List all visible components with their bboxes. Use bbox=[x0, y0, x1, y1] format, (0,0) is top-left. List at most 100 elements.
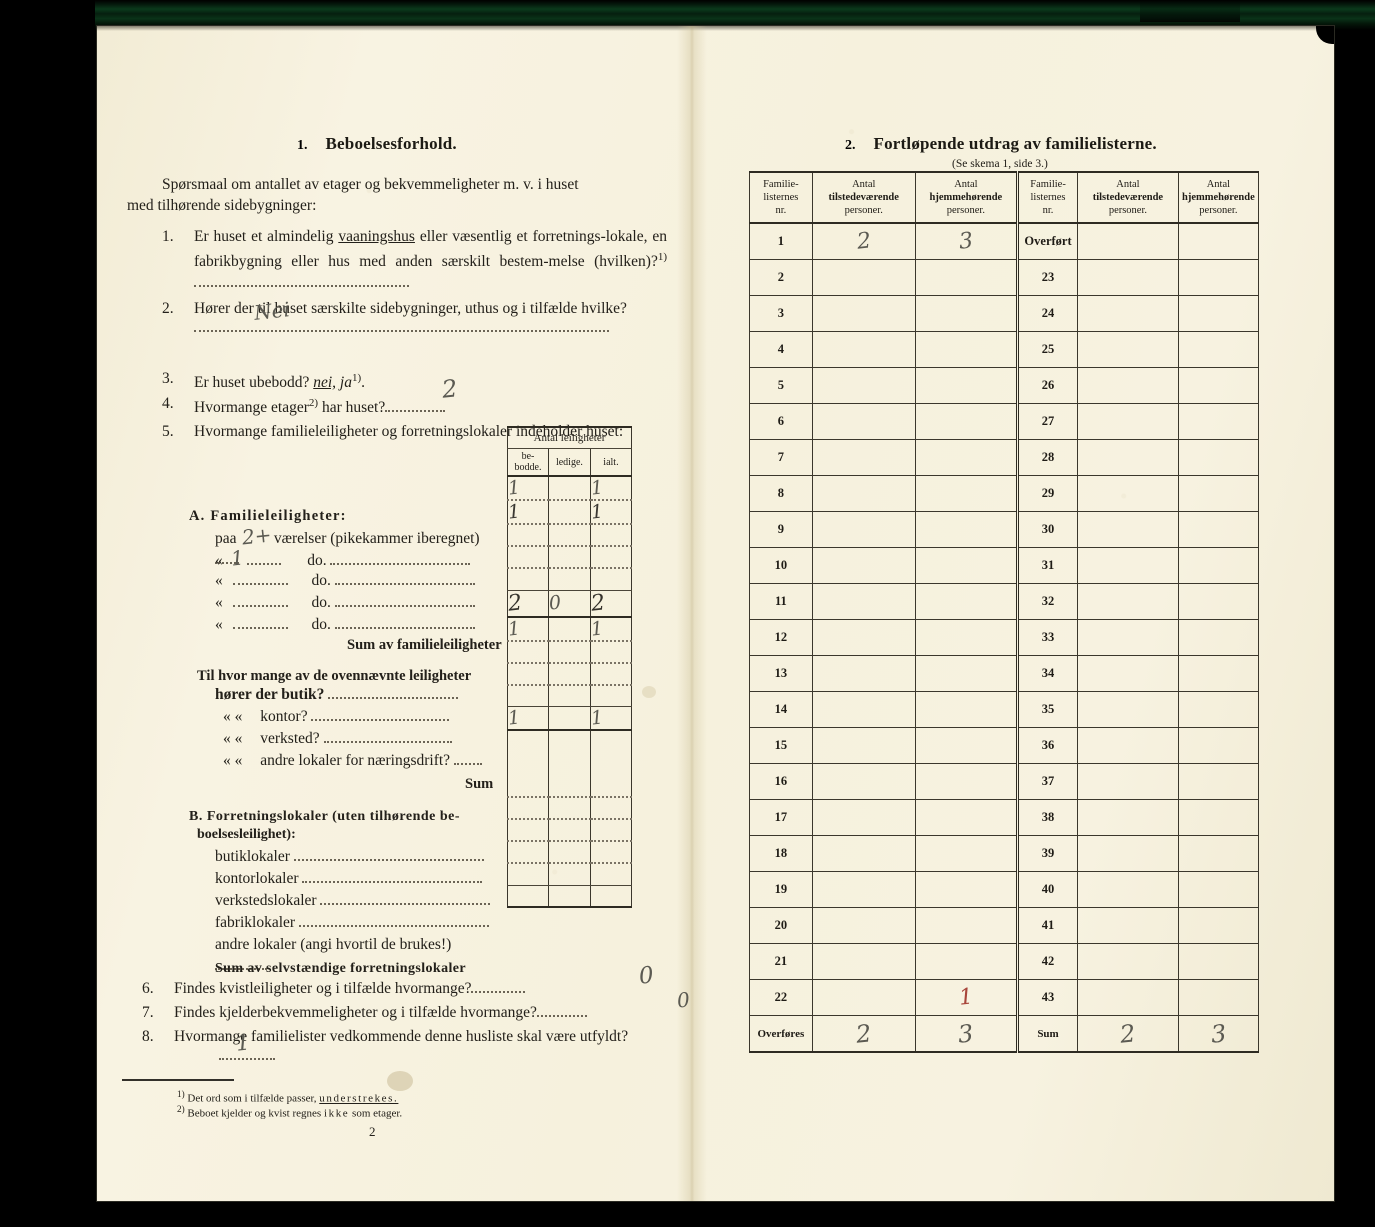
question-3-option-ja[interactable]: ja bbox=[339, 374, 352, 392]
row-3-hjemmehorende-left[interactable] bbox=[914, 295, 1018, 332]
cell-a3-bebodde[interactable] bbox=[507, 524, 549, 547]
row-17-tilstedevaerende-right[interactable] bbox=[1077, 799, 1179, 836]
row-14-tilstedevaerende-left[interactable] bbox=[811, 691, 916, 728]
row-13-tilstedevaerende-right[interactable] bbox=[1077, 655, 1179, 692]
cell-b4-ledige[interactable] bbox=[547, 841, 591, 864]
cell-s3-ledige[interactable] bbox=[547, 662, 591, 686]
row-4-hjemmehorende-left[interactable] bbox=[914, 331, 1018, 368]
row-16-hjemmehorende-right[interactable] bbox=[1177, 763, 1260, 800]
cell-sum-b-ledige[interactable] bbox=[547, 885, 591, 908]
row-15-tilstedevaerende-left[interactable] bbox=[811, 727, 916, 764]
row-18-tilstedevaerende-left[interactable] bbox=[811, 835, 916, 872]
row-17-hjemmehorende-right[interactable] bbox=[1177, 799, 1260, 836]
row-5-tilstedevaerende-left[interactable] bbox=[811, 367, 916, 404]
cell-s4-bebodde[interactable] bbox=[507, 684, 549, 707]
row-2-hjemmehorende-left[interactable] bbox=[914, 259, 1018, 296]
row-7-tilstedevaerende-left[interactable] bbox=[811, 439, 916, 476]
row-9-hjemmehorende-left[interactable] bbox=[914, 511, 1018, 548]
row-22-tilstedevaerende-left[interactable] bbox=[811, 979, 916, 1016]
row-5-tilstedevaerende-right[interactable] bbox=[1077, 367, 1179, 404]
cell-sum-b-bebodde[interactable] bbox=[507, 885, 549, 908]
row-13-hjemmehorende-right[interactable] bbox=[1177, 655, 1260, 692]
row-16-tilstedevaerende-left[interactable] bbox=[811, 763, 916, 800]
row-8-hjemmehorende-left[interactable] bbox=[914, 475, 1018, 512]
apartment-row-a-4-rooms-line[interactable] bbox=[232, 605, 288, 607]
row-10-hjemmehorende-left[interactable] bbox=[914, 547, 1018, 584]
cell-s3-bebodde[interactable] bbox=[507, 662, 549, 686]
question-4-answer-line[interactable] bbox=[385, 410, 446, 413]
row-9-tilstedevaerende-left[interactable] bbox=[811, 511, 916, 548]
row-1-tilstedevaerende-right[interactable] bbox=[1077, 222, 1179, 260]
cell-s2-ialt[interactable] bbox=[589, 640, 633, 664]
cell-sum-shops-ialt[interactable]: 1 bbox=[590, 706, 633, 731]
cell-b2-ledige[interactable] bbox=[547, 797, 591, 820]
row-14-tilstedevaerende-right[interactable] bbox=[1077, 691, 1179, 728]
row-20-tilstedevaerende-right[interactable] bbox=[1077, 907, 1179, 944]
row-20-hjemmehorende-right[interactable] bbox=[1177, 907, 1260, 944]
apartment-row-a-5-rooms-line[interactable] bbox=[232, 627, 288, 629]
row-14-hjemmehorende-left[interactable] bbox=[914, 691, 1018, 728]
cell-a2-ledige[interactable] bbox=[547, 500, 591, 525]
row-10-tilstedevaerende-left[interactable] bbox=[811, 547, 916, 584]
row-11-hjemmehorende-right[interactable] bbox=[1177, 583, 1260, 620]
row-2-hjemmehorende-right[interactable] bbox=[1177, 259, 1260, 296]
cell-a3-ialt[interactable] bbox=[589, 524, 633, 547]
cell-s4-ialt[interactable] bbox=[589, 684, 633, 707]
row-10-hjemmehorende-right[interactable] bbox=[1177, 547, 1260, 584]
apartment-row-a-3-rooms-line[interactable] bbox=[232, 583, 288, 585]
row-13-tilstedevaerende-left[interactable] bbox=[811, 655, 916, 692]
row-2-tilstedevaerende-right[interactable] bbox=[1077, 259, 1179, 296]
row-8-tilstedevaerende-left[interactable] bbox=[811, 475, 916, 512]
question-3-option-nei[interactable]: nei, bbox=[313, 374, 337, 392]
cell-b1-ialt[interactable] bbox=[589, 775, 633, 798]
row-7-hjemmehorende-left[interactable] bbox=[914, 439, 1018, 476]
cell-sum-a-ialt[interactable]: 2 bbox=[590, 590, 633, 618]
row-12-tilstedevaerende-right[interactable] bbox=[1077, 619, 1179, 656]
cell-a2-bebodde[interactable]: 1 bbox=[507, 500, 549, 525]
question-2-answer-line[interactable] bbox=[194, 330, 609, 332]
cell-sum-shops-bebodde[interactable]: 1 bbox=[507, 706, 549, 731]
footer-sum-hjemmehorende[interactable]: 3 bbox=[1177, 1015, 1260, 1053]
cell-a5-bebodde[interactable] bbox=[507, 568, 549, 591]
row-21-hjemmehorende-right[interactable] bbox=[1177, 943, 1260, 980]
cell-s1-bebodde[interactable]: 1 bbox=[507, 616, 549, 642]
footer-overfores-tilstedevaerende[interactable]: 2 bbox=[811, 1015, 916, 1053]
question-7-answer-line[interactable] bbox=[536, 1015, 587, 1017]
cell-b4-bebodde[interactable] bbox=[507, 841, 549, 864]
row-17-tilstedevaerende-left[interactable] bbox=[811, 799, 916, 836]
cell-sum-a-ledige[interactable]: 0 bbox=[548, 590, 591, 618]
row-10-tilstedevaerende-right[interactable] bbox=[1077, 547, 1179, 584]
cell-a1-ledige[interactable] bbox=[547, 476, 591, 501]
cell-a1-ialt[interactable]: 1 bbox=[590, 476, 633, 501]
row-8-tilstedevaerende-right[interactable] bbox=[1077, 475, 1179, 512]
cell-s3-ialt[interactable] bbox=[589, 662, 633, 686]
cell-s1-ledige[interactable] bbox=[547, 616, 591, 642]
cell-b2-ialt[interactable] bbox=[589, 797, 633, 820]
cell-s1-ialt[interactable]: 1 bbox=[590, 616, 633, 642]
cell-b5-ledige[interactable] bbox=[547, 863, 591, 886]
cell-b3-bebodde[interactable] bbox=[507, 819, 549, 842]
cell-b4-ialt[interactable] bbox=[589, 841, 633, 864]
row-22-tilstedevaerende-right[interactable] bbox=[1077, 979, 1179, 1016]
row-4-tilstedevaerende-right[interactable] bbox=[1077, 331, 1179, 368]
cell-a4-ledige[interactable] bbox=[547, 546, 591, 569]
row-12-hjemmehorende-left[interactable] bbox=[914, 619, 1018, 656]
row-7-tilstedevaerende-right[interactable] bbox=[1077, 439, 1179, 476]
apartment-row-a-2-rooms-line[interactable] bbox=[247, 563, 282, 565]
row-2-tilstedevaerende-left[interactable] bbox=[811, 259, 916, 296]
row-4-hjemmehorende-right[interactable] bbox=[1177, 331, 1260, 368]
row-6-tilstedevaerende-left[interactable] bbox=[811, 403, 916, 440]
row-18-hjemmehorende-left[interactable] bbox=[914, 835, 1018, 872]
row-1-hjemmehorende-right[interactable] bbox=[1177, 222, 1260, 260]
row-3-hjemmehorende-right[interactable] bbox=[1177, 295, 1260, 332]
row-19-hjemmehorende-left[interactable] bbox=[914, 871, 1018, 908]
cell-b5-bebodde[interactable] bbox=[507, 863, 549, 886]
row-3-tilstedevaerende-left[interactable] bbox=[811, 295, 916, 332]
row-1-hjemmehorende-left[interactable]: 3 bbox=[914, 222, 1018, 260]
row-6-hjemmehorende-right[interactable] bbox=[1177, 403, 1260, 440]
row-22-hjemmehorende-left[interactable]: 1 bbox=[914, 979, 1018, 1016]
cell-a2-ialt[interactable]: 1 bbox=[590, 500, 633, 525]
row-21-tilstedevaerende-right[interactable] bbox=[1077, 943, 1179, 980]
row-15-hjemmehorende-left[interactable] bbox=[914, 727, 1018, 764]
cell-s4-ledige[interactable] bbox=[547, 684, 591, 707]
